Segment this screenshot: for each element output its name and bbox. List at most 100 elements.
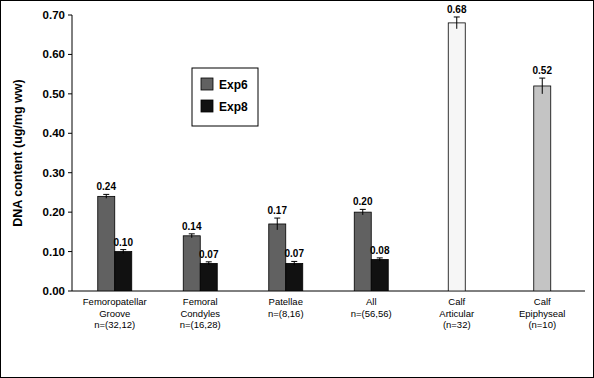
legend-swatch [201,100,213,112]
y-tick-label: 0.30 [43,167,65,179]
y-axis-label: DNA content (ug/mg ww) [11,79,25,226]
category-label-line: n=(56,56) [351,308,392,319]
bar [371,259,388,291]
y-tick-label: 0.50 [43,88,65,100]
y-tick-label: 0.10 [43,246,65,258]
error-cap [206,261,212,262]
error-line [456,17,457,29]
error-bar [377,258,383,261]
category-label-line: Epiphyseal [519,308,565,319]
error-bar [539,78,545,94]
data-label: 0.52 [533,65,553,76]
category-label-line: Femoropatellar [83,296,147,307]
error-bar [206,262,212,265]
error-bar [454,17,460,29]
error-bar [291,261,297,265]
y-tick [68,172,72,173]
y-tick-label: 0.70 [43,9,65,21]
category-label-line: n=(8,16) [268,308,304,319]
data-label: 0.14 [182,221,202,232]
bar [269,224,286,291]
error-cap [274,218,280,219]
error-cap [360,209,366,210]
chart: 0.00 0.10 0.20 0.30 0.40 0.50 0.60 0.70 DNA cont… [0,0,594,378]
y-tick [68,212,72,213]
category-label: Patellaen=(8,16) [268,296,304,319]
y-tick [68,54,72,55]
category-label: FemoropatellarGrooven=(32,12) [83,296,147,330]
bar [448,23,465,291]
category-label: CalfArticular(n=32) [439,296,474,330]
data-label: 0.07 [199,249,219,260]
y-tick [68,15,72,16]
bar [534,86,551,291]
y-tick [68,93,72,94]
category-label-line: Patellae [269,296,303,307]
error-cap [377,257,383,258]
legend-label: Exp8 [219,100,248,114]
x-axis-line [72,291,585,292]
y-tick [68,133,72,134]
data-labels: 0.24 0.10 0.14 0.07 0.17 0.07 0.20 0.08 0.68 0.52 [97,4,553,260]
y-tick-label: 0.20 [43,206,65,218]
data-label: 0.07 [285,248,305,259]
error-cap [189,233,195,234]
error-bar [120,250,126,254]
y-axis-line [72,15,73,291]
error-line [542,78,543,94]
bars [98,17,551,291]
y-tick-label: 0.60 [43,48,65,60]
data-label: 0.10 [114,237,134,248]
bar [115,252,132,291]
chart-frame [1,1,594,378]
category-label-line: (n=32) [443,319,471,330]
error-cap [103,194,109,195]
bar [98,196,115,291]
y-tick [68,291,72,292]
y-tick-label: 0.40 [43,127,65,139]
error-line [362,209,363,215]
legend-frame [192,68,258,126]
error-cap [120,249,126,250]
error-bar [274,218,280,230]
x-axis: FemoropatellarGrooven=(32,12) FemoralCond… [83,296,566,330]
category-label-line: n=(32,12) [94,319,135,330]
data-label: 0.24 [97,181,117,192]
error-cap [291,261,297,262]
legend: Exp6 Exp8 [192,68,258,126]
y-tick-label: 0.00 [43,285,65,297]
error-bar [360,209,366,215]
category-label-line: n=(16,28) [180,319,221,330]
error-bar [103,194,109,198]
bar [200,263,217,291]
data-label: 0.08 [370,245,390,256]
bar [354,212,371,291]
error-line [277,218,278,230]
error-line [294,261,295,265]
category-label: CalfEpiphyseal(n=10) [519,296,565,330]
category-label-line: Groove [99,308,130,319]
y-tick [68,251,72,252]
error-line [106,194,107,198]
category-label: FemoralCondylesn=(16,28) [180,296,221,330]
data-label: 0.20 [353,196,373,207]
error-line [123,250,124,254]
bar [183,236,200,291]
legend-swatch [201,78,213,90]
category-label-line: (n=10) [528,319,556,330]
error-cap [539,78,545,79]
data-label: 0.17 [268,205,288,216]
legend-label: Exp6 [219,78,248,92]
category-label-line: Calf [534,296,551,307]
category-label-line: Femoral [183,296,218,307]
error-cap [454,16,460,17]
data-label: 0.68 [447,4,467,15]
category-label-line: Calf [448,296,465,307]
category-label-line: Articular [439,308,474,319]
category-label: Alln=(56,56) [351,296,392,319]
category-label-line: All [366,296,377,307]
category-label-line: Condyles [180,308,220,319]
error-bar [189,234,195,238]
bar [286,263,303,291]
error-line [191,234,192,238]
